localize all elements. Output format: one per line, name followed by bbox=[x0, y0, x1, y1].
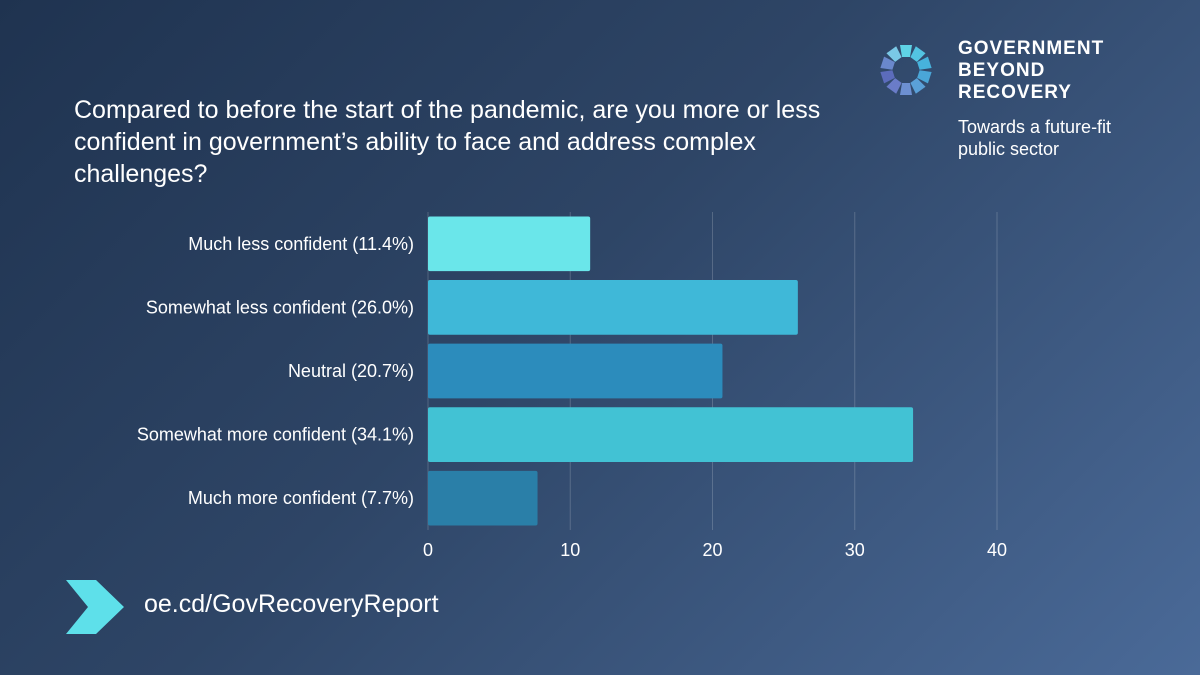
report-link[interactable]: oe.cd/GovRecoveryReport bbox=[144, 590, 439, 618]
brand-tagline: Towards a future-fit public sector bbox=[958, 116, 1168, 160]
brand-tagline-line: Towards a future-fit bbox=[958, 117, 1112, 137]
brand-name-line: GOVERNMENT bbox=[958, 38, 1105, 59]
x-tick-label: 20 bbox=[702, 540, 722, 560]
chart-title: Compared to before the start of the pand… bbox=[74, 96, 821, 188]
category-label: Much more confident (7.7%) bbox=[188, 488, 414, 508]
bar bbox=[428, 280, 798, 335]
brand-name: GOVERNMENT BEYOND RECOVERY bbox=[958, 38, 1158, 104]
chevron-right-icon bbox=[66, 580, 124, 634]
brand-name-line: BEYOND bbox=[958, 60, 1046, 81]
bar bbox=[428, 470, 538, 526]
bar bbox=[428, 343, 723, 399]
bar bbox=[428, 407, 914, 462]
category-label: Somewhat less confident (26.0%) bbox=[146, 297, 414, 317]
bar bbox=[428, 216, 591, 272]
brand-tagline-line: public sector bbox=[958, 139, 1060, 159]
x-tick-label: 40 bbox=[987, 540, 1007, 560]
brand-name-line: RECOVERY bbox=[958, 82, 1072, 103]
category-label: Much less confident (11.4%) bbox=[188, 234, 414, 254]
x-tick-label: 0 bbox=[423, 540, 433, 560]
category-label: Neutral (20.7%) bbox=[288, 361, 414, 381]
x-tick-label: 30 bbox=[845, 540, 865, 560]
x-tick-label: 10 bbox=[560, 540, 580, 560]
radial-petal-logo-icon bbox=[880, 45, 932, 95]
category-label: Somewhat more confident (34.1%) bbox=[137, 425, 414, 445]
